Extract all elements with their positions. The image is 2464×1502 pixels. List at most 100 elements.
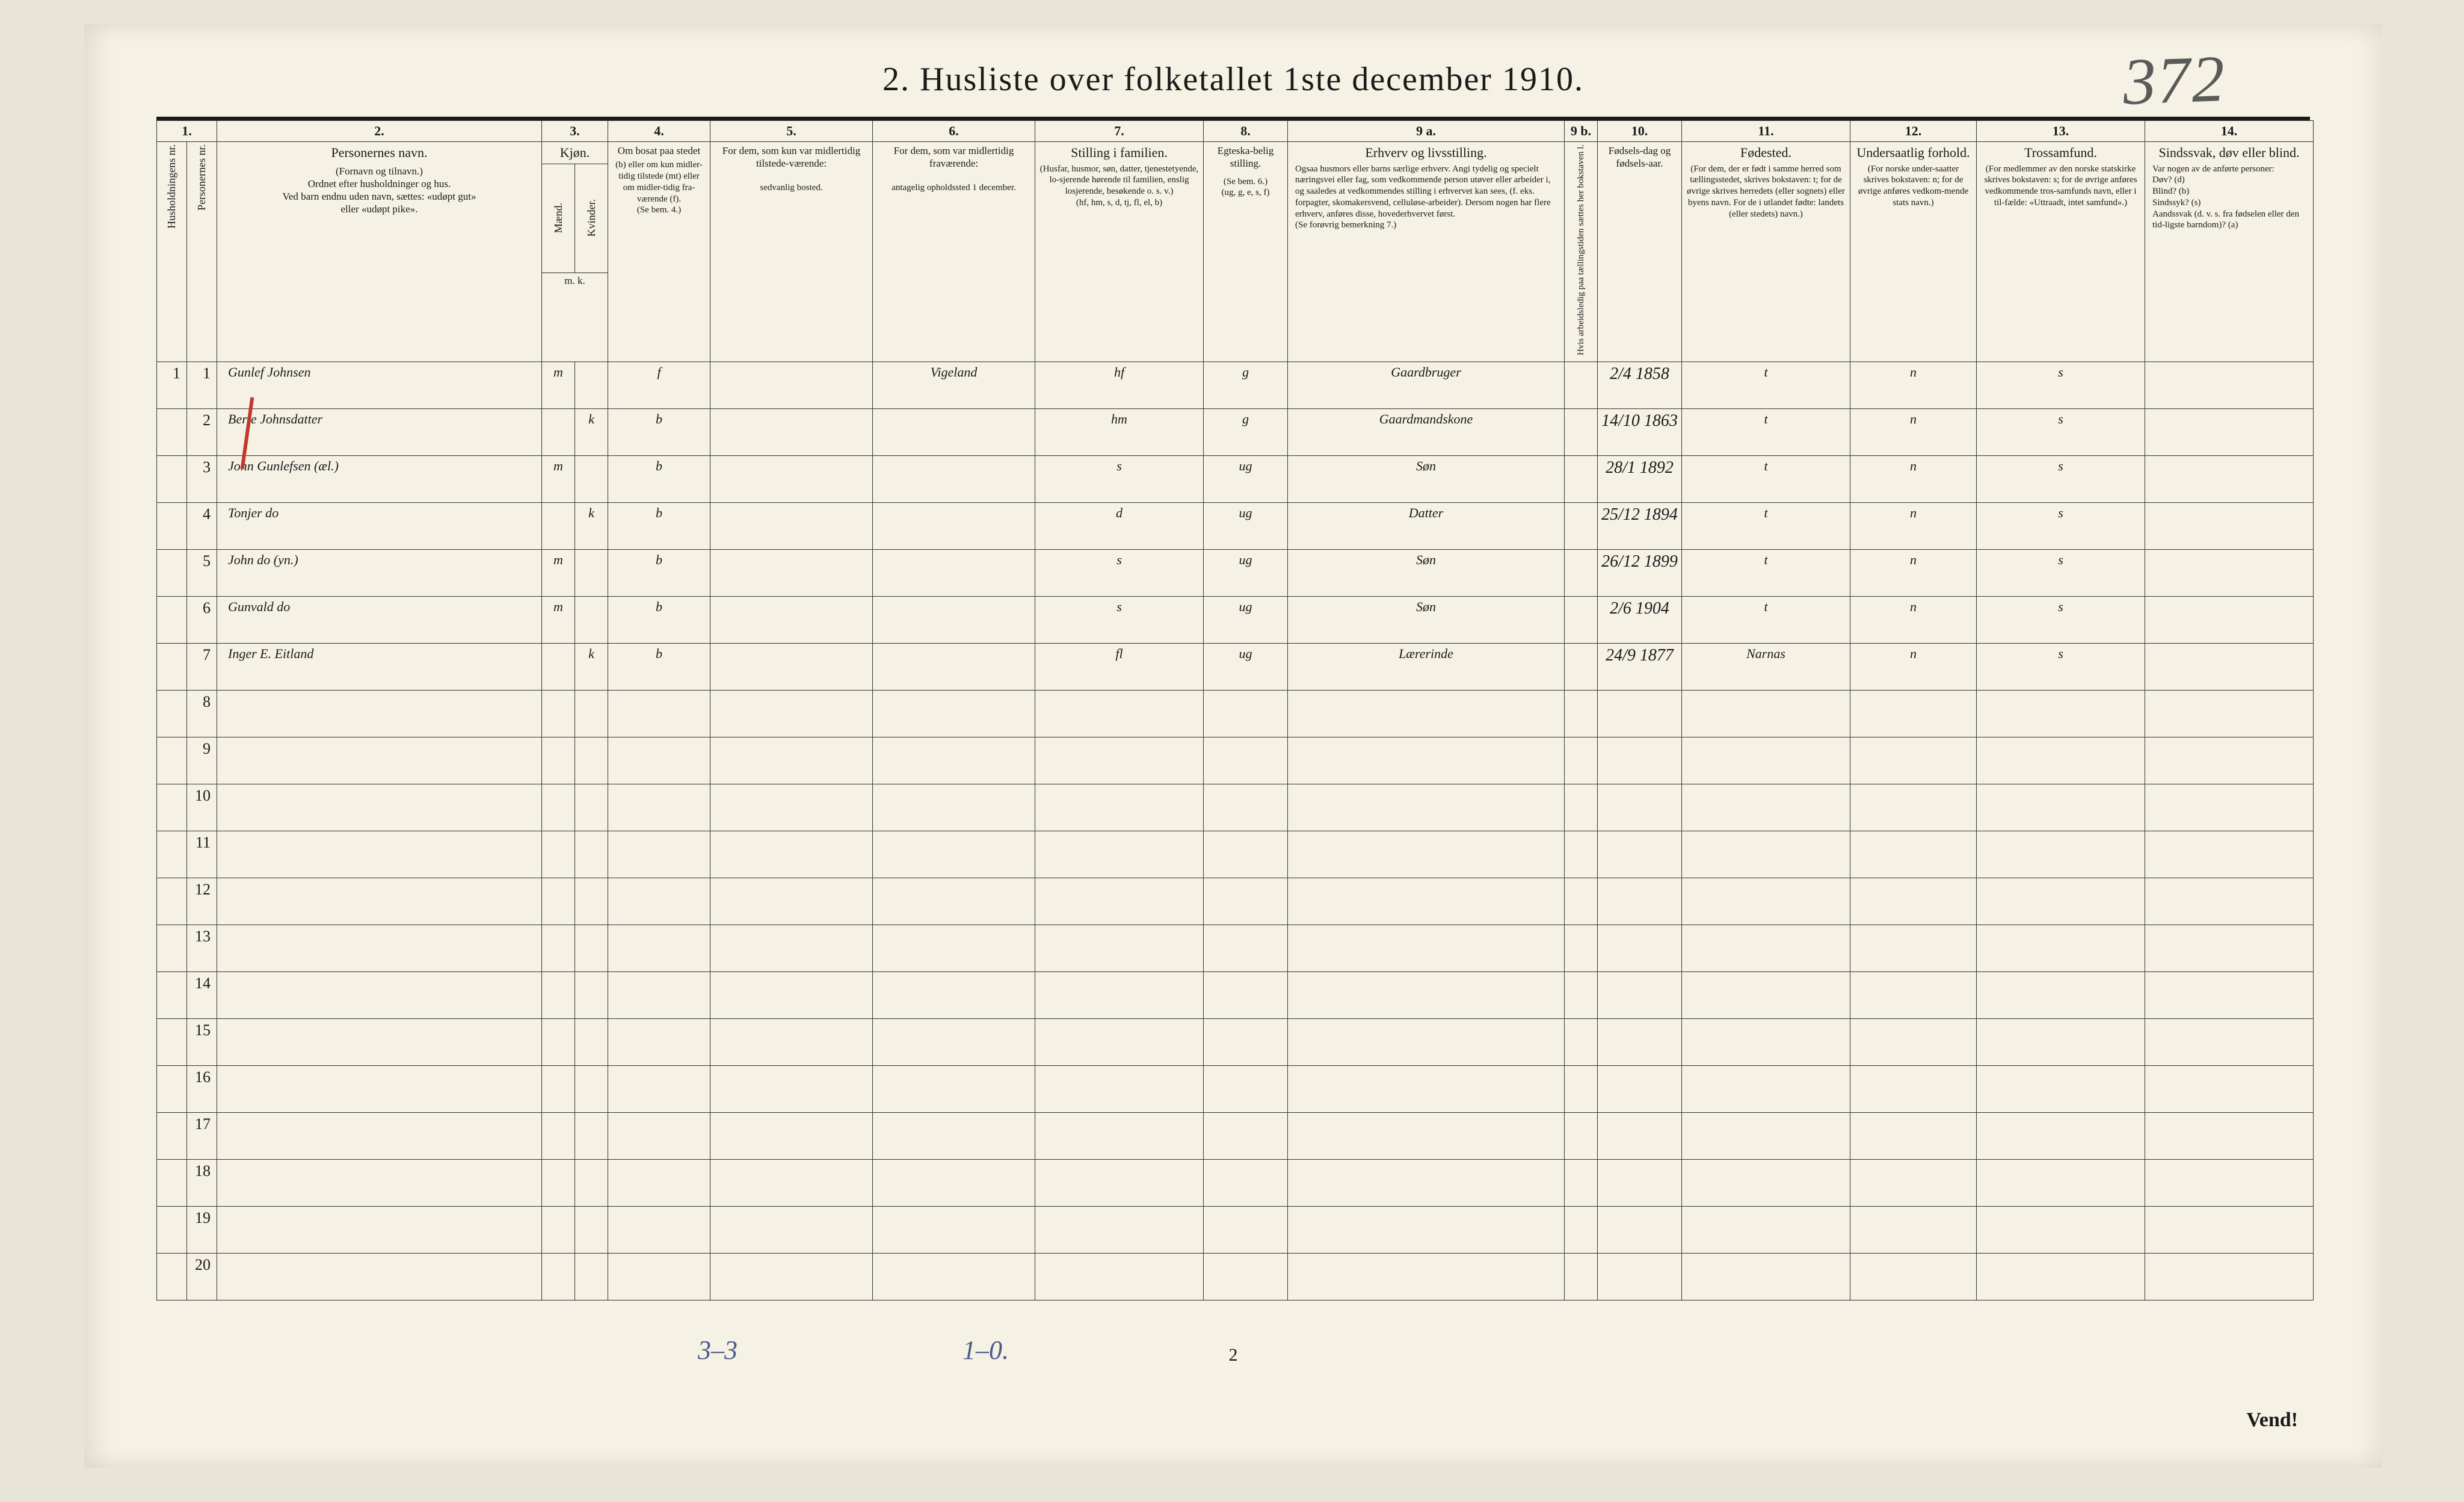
residence-cell: b [608, 644, 710, 691]
page-title-row: 2. Husliste over folketallet 1ste decemb… [84, 24, 2382, 99]
birthplace-cell: t [1682, 550, 1850, 597]
empty-cell [2145, 737, 2314, 784]
empty-cell [217, 831, 542, 878]
hdr-disability: Sindssvak, døv eller blind. Var nogen av… [2145, 142, 2314, 362]
empty-cell [2145, 831, 2314, 878]
empty-cell [1682, 925, 1850, 972]
table-row: 7Inger E. EitlandkbflugLærerinde24/9 187… [157, 644, 2314, 691]
table-row: 20 [157, 1254, 2314, 1300]
temp-absent-cell [873, 503, 1035, 550]
household-cell [157, 972, 187, 1019]
dob-cell: 2/4 1858 [1598, 362, 1682, 409]
religion-cell: s [1977, 362, 2145, 409]
empty-cell [1598, 831, 1682, 878]
page-title: 2. Husliste over folketallet 1ste decemb… [882, 61, 1584, 98]
empty-cell [2145, 972, 2314, 1019]
empty-cell [575, 1254, 608, 1300]
vend-label: Vend! [2246, 1409, 2298, 1432]
family-cell: s [1035, 550, 1204, 597]
occupation-cell: Søn [1288, 550, 1565, 597]
empty-cell [1035, 831, 1204, 878]
empty-cell [2145, 691, 2314, 737]
person-no-cell: 14 [187, 972, 217, 1019]
empty-cell [542, 972, 575, 1019]
household-cell [157, 878, 187, 925]
marital-cell: ug [1204, 503, 1288, 550]
family-cell: hf [1035, 362, 1204, 409]
disability-cell [2145, 362, 2314, 409]
empty-cell [608, 1066, 710, 1113]
empty-cell [2145, 878, 2314, 925]
person-no-cell: 9 [187, 737, 217, 784]
household-cell [157, 1160, 187, 1207]
disability-cell [2145, 503, 2314, 550]
empty-cell [1204, 784, 1288, 831]
hdr-residence: Om bosat paa stedet (b) eller om kun mid… [608, 142, 710, 362]
empty-cell [873, 737, 1035, 784]
sex-m-cell [542, 503, 575, 550]
empty-cell [217, 1019, 542, 1066]
sex-k-cell: k [575, 644, 608, 691]
table-row: 13 [157, 925, 2314, 972]
empty-cell [1598, 1207, 1682, 1254]
household-cell [157, 597, 187, 644]
empty-body: 891011121314151617181920 [157, 691, 2314, 1300]
empty-cell [1035, 972, 1204, 1019]
colnum-6: 6. [873, 121, 1035, 142]
empty-cell [710, 1019, 873, 1066]
empty-cell [608, 1019, 710, 1066]
empty-cell [608, 784, 710, 831]
religion-cell: s [1977, 644, 2145, 691]
table-row: 3John Gunlefsen (æl.)mbsugSøn28/1 1892tn… [157, 456, 2314, 503]
empty-cell [1288, 1113, 1565, 1160]
hdr-household-no: Husholdningens nr. [157, 142, 187, 362]
empty-cell [1598, 1019, 1682, 1066]
occupation-cell: Lærerinde [1288, 644, 1565, 691]
household-cell [157, 1066, 187, 1113]
empty-cell [1288, 1254, 1565, 1300]
hdr-person-no: Personernes nr. [187, 142, 217, 362]
empty-cell [608, 737, 710, 784]
table-row: 15 [157, 1019, 2314, 1066]
empty-cell [1565, 784, 1598, 831]
sex-m-cell: m [542, 550, 575, 597]
empty-cell [1035, 737, 1204, 784]
temp-absent-cell [873, 644, 1035, 691]
empty-cell [1977, 1113, 2145, 1160]
colnum-12: 12. [1850, 121, 1977, 142]
empty-cell [1204, 737, 1288, 784]
disability-cell [2145, 456, 2314, 503]
empty-cell [710, 737, 873, 784]
empty-cell [542, 784, 575, 831]
empty-cell [1850, 691, 1977, 737]
empty-cell [1977, 1066, 2145, 1113]
empty-cell [1977, 1019, 2145, 1066]
empty-cell [1565, 1207, 1598, 1254]
household-cell [157, 691, 187, 737]
residence-cell: b [608, 503, 710, 550]
sex-m-cell [542, 644, 575, 691]
empty-cell [1565, 1254, 1598, 1300]
sex-k-cell: k [575, 409, 608, 456]
empty-cell [1204, 1160, 1288, 1207]
religion-cell: s [1977, 503, 2145, 550]
empty-cell [542, 878, 575, 925]
name-cell: John do (yn.) [217, 550, 542, 597]
household-cell: 1 [157, 362, 187, 409]
empty-cell [873, 1113, 1035, 1160]
empty-cell [1598, 691, 1682, 737]
unemployed-cell [1565, 597, 1598, 644]
empty-cell [1598, 737, 1682, 784]
person-no-cell: 1 [187, 362, 217, 409]
empty-cell [608, 1254, 710, 1300]
empty-cell [217, 972, 542, 1019]
empty-cell [710, 972, 873, 1019]
empty-cell [1682, 1113, 1850, 1160]
religion-cell: s [1977, 550, 2145, 597]
colnum-4: 4. [608, 121, 710, 142]
residence-cell: b [608, 456, 710, 503]
empty-cell [1598, 784, 1682, 831]
person-no-cell: 12 [187, 878, 217, 925]
unemployed-cell [1565, 409, 1598, 456]
hdr-birthplace: Fødested. (For dem, der er født i samme … [1682, 142, 1850, 362]
